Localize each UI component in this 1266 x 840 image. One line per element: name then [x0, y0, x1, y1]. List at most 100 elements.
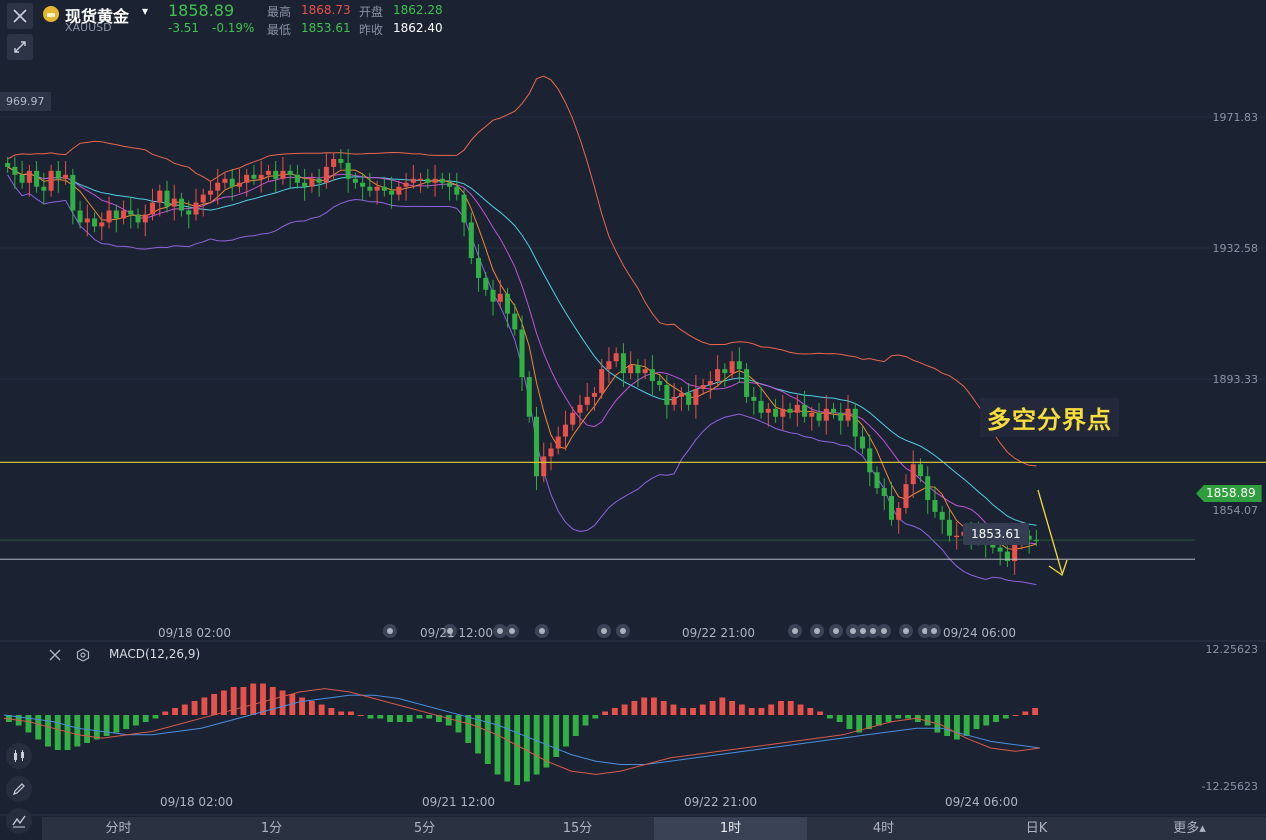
macd-time-label: 09/24 06:00: [945, 795, 1018, 809]
indicator-icon[interactable]: [6, 808, 32, 834]
pencil-icon[interactable]: [6, 776, 32, 802]
candle-body: [490, 289, 496, 302]
candle-body: [19, 174, 25, 183]
candle-body: [1026, 535, 1032, 540]
event-marker[interactable]: [493, 624, 507, 638]
candle-body: [34, 170, 40, 187]
candle-body: [273, 170, 279, 179]
candle-body: [403, 182, 409, 187]
macd-histogram-bar: [299, 697, 306, 715]
timeframe-tab-active[interactable]: 1时: [654, 817, 807, 840]
horizontal-lines: [0, 461, 1266, 560]
event-marker[interactable]: [899, 624, 913, 638]
open-label: 开盘: [359, 5, 384, 19]
timeframe-tab[interactable]: 分时: [105, 821, 132, 836]
candle-body: [461, 194, 467, 223]
settings-icon[interactable]: [70, 642, 96, 668]
macd-histogram-bar: [758, 708, 765, 715]
candle-body: [265, 170, 271, 175]
timeframe-tab[interactable]: 5分: [413, 821, 436, 836]
event-marker[interactable]: [829, 624, 843, 638]
candle-body: [432, 178, 438, 183]
event-marker[interactable]: [597, 624, 611, 638]
candle-body: [642, 369, 648, 374]
macd-histogram-bar: [475, 715, 481, 754]
candle-body: [570, 412, 576, 425]
candlestick-icon[interactable]: [6, 743, 32, 769]
event-marker-dot: [833, 628, 839, 634]
candle-body: [555, 436, 561, 449]
macd-dea-line: [3, 694, 1041, 765]
symbol-name[interactable]: 现货黄金: [65, 7, 130, 26]
macd-histogram-bar: [729, 701, 736, 715]
macd-histogram-bar: [641, 697, 648, 715]
close-indicator-icon[interactable]: [42, 642, 68, 668]
event-marker[interactable]: [810, 624, 824, 638]
close-icon[interactable]: [7, 3, 33, 29]
event-marker[interactable]: [383, 624, 397, 638]
event-marker[interactable]: [856, 624, 870, 638]
event-marker[interactable]: [927, 624, 941, 638]
candle-body: [946, 519, 952, 536]
macd-histogram-bar: [826, 715, 833, 719]
macd-histogram-bar: [631, 701, 638, 715]
macd-histogram-bar: [133, 715, 139, 726]
event-marker[interactable]: [788, 624, 802, 638]
event-marker[interactable]: [877, 624, 891, 638]
candle-body: [389, 190, 395, 195]
event-marker[interactable]: [535, 624, 549, 638]
event-markers[interactable]: [383, 624, 941, 638]
macd-histogram-bar: [817, 711, 824, 715]
macd-plot: [3, 683, 1041, 785]
candle-body: [454, 186, 460, 195]
expand-icon[interactable]: [7, 34, 33, 60]
event-marker-dot: [792, 628, 798, 634]
macd-histogram-bar: [445, 715, 452, 726]
macd-histogram-bar: [348, 711, 354, 715]
macd-histogram-bar: [738, 704, 745, 715]
timeframe-tab[interactable]: 4时: [872, 821, 895, 836]
timeframe-bar: 分时 1分 5分 15分 1时 4时 日K 更多▴: [42, 817, 1266, 840]
timeframe-tab[interactable]: 1分: [260, 821, 283, 836]
macd-histogram-bar: [572, 715, 579, 736]
chevron-down-icon[interactable]: ▾: [142, 4, 149, 18]
candle-body: [664, 385, 670, 405]
candle-body: [200, 194, 206, 203]
annotation-label: 多空分界点: [980, 398, 1119, 437]
candle-body: [765, 408, 771, 413]
event-marker-dot: [447, 628, 453, 634]
event-marker[interactable]: [443, 624, 457, 638]
candle-body: [990, 543, 996, 548]
event-marker[interactable]: [866, 624, 880, 638]
macd-histogram-bar: [856, 715, 863, 733]
candle-body: [758, 400, 764, 413]
macd-histogram-bar: [1002, 715, 1009, 719]
gold-coin-icon: [42, 5, 60, 26]
macd-histogram-bar: [201, 697, 208, 715]
timeframe-tab[interactable]: 日K: [1025, 821, 1048, 836]
macd-histogram-bar: [191, 701, 198, 715]
event-marker[interactable]: [505, 624, 519, 638]
candle-body: [794, 404, 800, 413]
event-marker[interactable]: [846, 624, 860, 638]
macd-histogram-bar: [582, 715, 589, 726]
macd-histogram-bar: [426, 715, 433, 719]
candle-body: [439, 178, 445, 183]
candle-body: [707, 381, 713, 385]
candle-body: [802, 404, 808, 417]
candle-body: [628, 365, 634, 374]
macd-histogram-bar: [944, 715, 951, 736]
event-marker-dot: [601, 628, 607, 634]
candle-body: [852, 408, 858, 437]
candle-body: [5, 162, 11, 167]
candle-body: [1033, 539, 1039, 542]
candle-body: [12, 166, 18, 175]
timeframe-tab[interactable]: 15分: [562, 821, 593, 836]
candle-body: [744, 369, 750, 397]
event-marker[interactable]: [616, 624, 630, 638]
candle-body: [468, 222, 474, 259]
more-button[interactable]: 更多▴: [1173, 821, 1206, 836]
event-marker-dot: [539, 628, 545, 634]
candle-body: [193, 202, 199, 215]
